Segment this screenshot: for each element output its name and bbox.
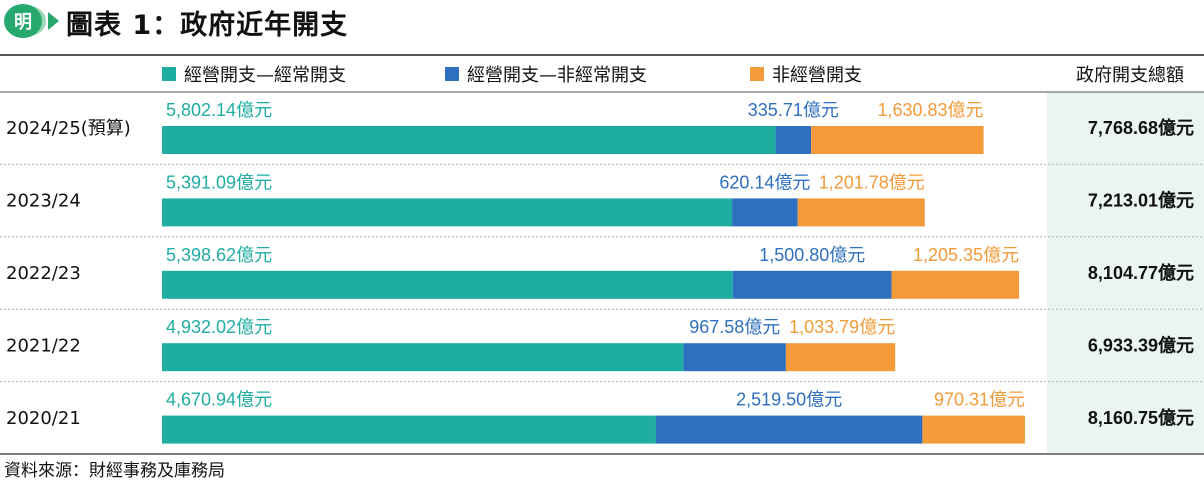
total-label: 8,160.75億元 (1088, 407, 1194, 428)
legend-label: 非經營開支 (772, 65, 862, 86)
total-label: 7,213.01億元 (1088, 190, 1194, 211)
logo-text: 明 (14, 12, 32, 33)
bar-segment (811, 126, 984, 154)
bar-segment (797, 198, 925, 227)
legend-label: 經營開支—經常開支 (184, 65, 346, 86)
bar-segment (683, 343, 786, 372)
legend-label: 經營開支—非經常開支 (467, 65, 647, 86)
data-label: 1,500.80億元 (759, 245, 865, 265)
data-label: 1,630.83億元 (877, 100, 983, 120)
data-label: 967.58億元 (689, 317, 780, 337)
category-label: 2023/24 (6, 191, 81, 212)
chevron-right-icon (48, 12, 59, 30)
data-label: 335.71億元 (748, 100, 839, 120)
bar-segment (732, 270, 892, 299)
data-label: 5,398.62億元 (166, 245, 272, 265)
bar-segment (922, 415, 1025, 444)
title-rule (0, 54, 1204, 56)
source-note: 資料來源：財經事務及庫務局 (4, 461, 225, 481)
category-label: 2020/21 (6, 408, 81, 429)
bar-segment (785, 343, 896, 372)
bar-segment (655, 415, 923, 444)
ming-logo-icon: 明 (4, 4, 42, 38)
bar-segment (162, 198, 733, 227)
total-label: 6,933.39億元 (1088, 334, 1194, 355)
chart-header: 明 圖表 1：政府近年開支 (0, 0, 1204, 44)
totals-header: 政府開支總額 (1076, 65, 1184, 86)
bar-segment (775, 126, 812, 154)
total-label: 8,104.77億元 (1088, 262, 1194, 283)
bar-segment (891, 270, 1020, 299)
data-label: 620.14億元 (719, 172, 810, 192)
bar-segment (162, 343, 684, 372)
data-label: 5,391.09億元 (166, 172, 272, 192)
bar-segment (732, 198, 798, 227)
legend-swatch (445, 67, 459, 81)
data-label: 4,932.02億元 (166, 317, 272, 337)
category-label: 2022/23 (6, 263, 81, 284)
data-label: 5,802.14億元 (166, 100, 272, 120)
data-label: 2,519.50億元 (736, 390, 842, 410)
legend-swatch (750, 67, 764, 81)
legend-swatch (162, 67, 176, 81)
data-label: 4,670.94億元 (166, 390, 272, 410)
chart-title: 圖表 1：政府近年開支 (66, 10, 349, 41)
bar-segment (162, 415, 656, 444)
total-label: 7,768.68億元 (1088, 117, 1194, 138)
totals-column-bg (1047, 92, 1204, 454)
category-label: 2021/22 (6, 335, 81, 356)
bar-segment (162, 126, 776, 154)
data-label: 1,201.78億元 (819, 172, 925, 192)
data-label: 970.31億元 (934, 390, 1025, 410)
category-label: 2024/25(預算) (6, 118, 131, 139)
data-label: 1,205.35億元 (913, 245, 1019, 265)
bar-segment (162, 270, 733, 299)
data-label: 1,033.79億元 (789, 317, 895, 337)
